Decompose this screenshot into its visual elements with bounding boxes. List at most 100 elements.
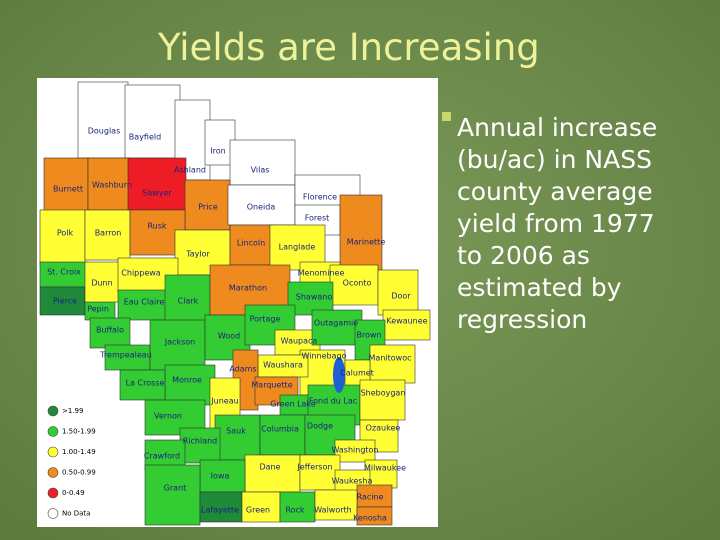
county (127, 157, 187, 211)
county-label: Marinette (347, 238, 386, 247)
county (229, 139, 296, 186)
county-label: Florence (303, 193, 337, 202)
county (39, 209, 86, 266)
county-label: Lincoln (237, 239, 265, 248)
county-label: Barron (95, 229, 122, 238)
county (287, 281, 334, 316)
county-label: Jackson (164, 338, 195, 347)
county-label: Bayfield (129, 133, 161, 142)
county-label: Taylor (185, 250, 210, 259)
bullet-line: to 2006 as (457, 241, 590, 270)
bullet-line: regression (457, 305, 587, 334)
legend-swatch (47, 405, 59, 417)
county-label: Marathon (229, 284, 267, 293)
slide-title: Yields are Increasing (157, 26, 540, 69)
county-label: Green Lake (270, 400, 315, 409)
county (144, 464, 201, 526)
county-label: Monroe (172, 376, 202, 385)
county (229, 224, 276, 266)
county (199, 491, 243, 523)
county-label: Sawyer (142, 189, 172, 198)
legend-swatch (47, 446, 59, 458)
county-label: Jefferson (296, 463, 332, 472)
legend-label: 0.50-0.99 (62, 469, 96, 477)
bullet-line: estimated by (457, 273, 622, 302)
county (39, 261, 89, 288)
county (279, 491, 316, 523)
county-label: Vilas (251, 166, 270, 175)
county (244, 454, 301, 493)
county-label: Dodge (307, 422, 333, 431)
county-label: Kewaunee (386, 317, 427, 326)
county (149, 319, 206, 371)
county-label: Brown (356, 331, 381, 340)
county-label: Fond du Lac (309, 397, 357, 406)
county (179, 427, 221, 464)
county (119, 369, 166, 401)
county-label: Washington (331, 446, 378, 455)
county-label: Pierce (53, 297, 77, 306)
county-label: Iron (210, 147, 225, 156)
county-label: Walworth (314, 506, 351, 515)
county-label: St. Croix (47, 268, 81, 277)
county (241, 491, 281, 523)
map: Douglas Bayfield Ashland Iron Vilas Burnett Wa… (39, 81, 431, 526)
bullet-line: county average (457, 177, 653, 206)
county (87, 157, 131, 211)
county-label: Columbia (261, 425, 299, 434)
county-label: Shawano (296, 293, 333, 302)
county (104, 344, 151, 371)
county-label: Green (246, 506, 270, 515)
county-label: Langlade (279, 243, 316, 252)
county-label: Vernon (154, 412, 182, 421)
county-label: Ozaukee (366, 424, 401, 433)
county-label: Pepin (87, 305, 109, 314)
bullet-line: Annual increase (457, 113, 657, 142)
legend-label: 1.00-1.49 (62, 448, 96, 456)
county-label: Buffalo (96, 326, 124, 335)
bullet-text: Annual increase (bu/ac) in NASS county ave… (457, 113, 657, 334)
county (359, 379, 406, 421)
county (199, 459, 246, 493)
county-label: Douglas (88, 127, 121, 136)
county (339, 194, 383, 271)
county-label: Door (391, 292, 411, 301)
county (259, 414, 306, 456)
legend-swatch (47, 426, 59, 437)
county (39, 286, 86, 316)
county (214, 414, 261, 461)
county-label: Oconto (343, 279, 372, 288)
legend-label: 0-0.49 (62, 489, 85, 497)
county-label: Winnebago (302, 352, 347, 361)
county-label: Forest (305, 214, 330, 223)
county-label: Outagamie (314, 319, 358, 328)
county-label: La Crosse (126, 379, 165, 388)
county-label: Trempealeau (99, 351, 152, 360)
bullet-line: (bu/ac) in NASS (457, 145, 652, 174)
county-label: Portage (250, 315, 281, 324)
county (311, 309, 363, 346)
county (77, 81, 129, 159)
county-label: Rusk (147, 222, 166, 231)
county-label: Adams (229, 365, 256, 374)
bullet (442, 112, 451, 121)
county (227, 184, 296, 226)
county-label: Crawford (144, 452, 180, 461)
legend-label: 1.50-1.99 (62, 428, 96, 436)
county-label: Sheboygan (361, 389, 406, 398)
legend-label: >1.99 (62, 407, 83, 415)
legend-label: No Data (62, 510, 90, 518)
county-label: Waupaca (281, 337, 318, 346)
county-label: Burnett (53, 185, 83, 194)
county-label: Waukesha (332, 477, 373, 486)
county (334, 439, 376, 463)
county (369, 344, 416, 384)
county-label: Marquette (251, 381, 292, 390)
county-label: Price (198, 203, 218, 212)
county-label: Dunn (91, 279, 112, 288)
county (164, 364, 216, 406)
county-label: Manitowoc (369, 354, 412, 363)
bullet-line: yield from 1977 (457, 209, 655, 238)
county-label: Polk (57, 229, 74, 238)
